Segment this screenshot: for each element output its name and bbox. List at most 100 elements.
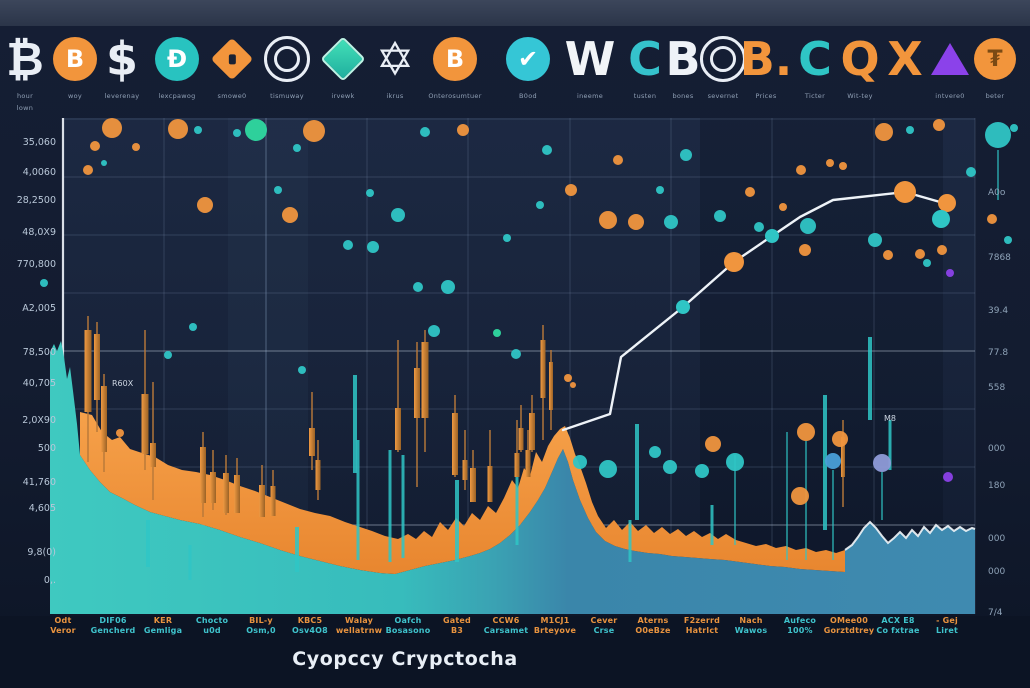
plain-icon: C: [798, 32, 832, 86]
scatter-dot: [875, 123, 893, 141]
y-axis-label-right: A0o: [988, 188, 1006, 198]
scatter-dot: [946, 269, 954, 277]
crypto-icon-circle-8: B Onterosumtuer: [420, 30, 490, 100]
x-label-line1: Aterns: [637, 616, 669, 625]
x-axis-label: Cever Crse: [591, 616, 618, 636]
teal-bar: [515, 477, 519, 545]
scatter-dot: [573, 455, 587, 469]
scatter-dot: [293, 144, 301, 152]
x-axis-label: Aufeco 100%: [784, 616, 816, 636]
scatter-dot: [779, 203, 787, 211]
teal-bar: [635, 424, 639, 520]
plain-icon: Q: [840, 32, 880, 86]
crypto-icon: X: [870, 30, 940, 88]
x-axis-labels: Odt Veror DIF06 Gencherd KER Gemliga Chocto u0d…: [0, 616, 1030, 644]
candle-body: [200, 447, 206, 503]
scatter-dot: [985, 122, 1011, 148]
scatter-dot: [391, 208, 405, 222]
candle-body: [487, 466, 493, 502]
scatter-dot: [1004, 236, 1012, 244]
scatter-dot: [599, 460, 617, 478]
candle-body: [210, 472, 216, 503]
scatter-dot: [883, 250, 893, 260]
scatter-dot: [542, 145, 552, 155]
candle-body: [421, 342, 429, 418]
candle-body: [94, 334, 100, 400]
scatter-dot: [826, 159, 834, 167]
y-axis-label-left: 500: [38, 443, 56, 454]
scatter-dot: [987, 214, 997, 224]
circle-icon: Đ: [155, 37, 199, 81]
x-axis-label: KBC5 Osv4O8: [292, 616, 328, 636]
x-label-line1: OMee00: [830, 616, 868, 625]
scatter-dot: [441, 280, 455, 294]
x-axis-strip: Odt Veror DIF06 Gencherd KER Gemliga Chocto u0d…: [0, 616, 1030, 688]
scatter-dot: [649, 446, 661, 458]
x-label-line1: Cever: [590, 616, 618, 625]
crypto-icon: B.: [731, 30, 801, 88]
crypto-icon-triangle-18: intvere0: [915, 30, 985, 100]
area-main: [50, 341, 975, 614]
x-label-line1: Gated: [443, 616, 471, 625]
scatter-dot: [923, 259, 931, 267]
scatter-dot: [493, 329, 501, 337]
candle-body: [452, 413, 458, 475]
plain-icon: X: [887, 32, 923, 86]
scatter-dot: [102, 118, 122, 138]
candle-body: [234, 475, 240, 513]
scatter-dot: [943, 472, 953, 482]
icon-caption: ikrus: [386, 92, 404, 100]
candle-body: [470, 468, 476, 502]
x-axis-label: M1CJ1 Brteyove: [534, 616, 576, 636]
y-axis-label-left: 35,060: [23, 137, 56, 148]
candle-body: [395, 408, 401, 450]
crypto-icon-coin-19: ₮ beter: [960, 30, 1030, 100]
teal-bar: [628, 520, 632, 562]
y-axis-label-left: 9,8(0): [27, 547, 56, 558]
teal-bar: [146, 520, 150, 567]
scatter-dot: [132, 143, 140, 151]
crypto-icon-plain-2: $ leverenay: [87, 30, 157, 100]
x-label-line1: - Gej: [936, 616, 958, 625]
annotation-label: M8: [884, 414, 896, 423]
x-label-line2: Carsamet: [483, 626, 529, 635]
scatter-dot: [413, 282, 423, 292]
ring-inner: [274, 46, 300, 72]
candle-body: [529, 413, 535, 450]
icon-caption: smowe0: [217, 92, 247, 100]
x-label-line2: Osv4O8: [292, 626, 328, 635]
x-label-line1: F2zerrd: [683, 616, 721, 625]
scatter-dot: [825, 453, 841, 469]
candle-body: [525, 450, 531, 477]
scatter-dot: [613, 155, 623, 165]
candle-body: [315, 460, 321, 490]
crypto-icon-plain-7: ✡ ikrus: [360, 30, 430, 100]
candle-body: [514, 453, 520, 477]
scatter-dot: [116, 429, 124, 437]
ring-icon: [700, 36, 746, 82]
scatter-dot: [564, 374, 572, 382]
scatter-dot: [511, 349, 521, 359]
scatter-dot: [745, 187, 755, 197]
x-axis-label: Walay wellatrnw: [336, 616, 382, 636]
teal-bar: [786, 432, 788, 560]
y-axis-label-left: 4,0060: [23, 167, 56, 178]
crypto-icon: C: [780, 30, 850, 88]
crypto-icon: ₿: [0, 30, 60, 88]
x-label-line1: DIF06: [99, 616, 127, 625]
trend-dot: [894, 181, 916, 203]
teal-bar: [388, 450, 392, 562]
scatter-dot: [726, 453, 744, 471]
area-orange-band: [80, 412, 845, 574]
scatter-dot: [40, 279, 48, 287]
icon-caption: Ticter: [804, 92, 826, 100]
candle-body: [141, 394, 149, 454]
crypto-icon-ring-13: severnet: [688, 30, 758, 100]
scatter-dot: [367, 241, 379, 253]
scatter-dot: [791, 487, 809, 505]
x-axis-label: ACX E8 Co fxtrae: [876, 616, 919, 636]
area-bump-edge: [844, 520, 976, 551]
